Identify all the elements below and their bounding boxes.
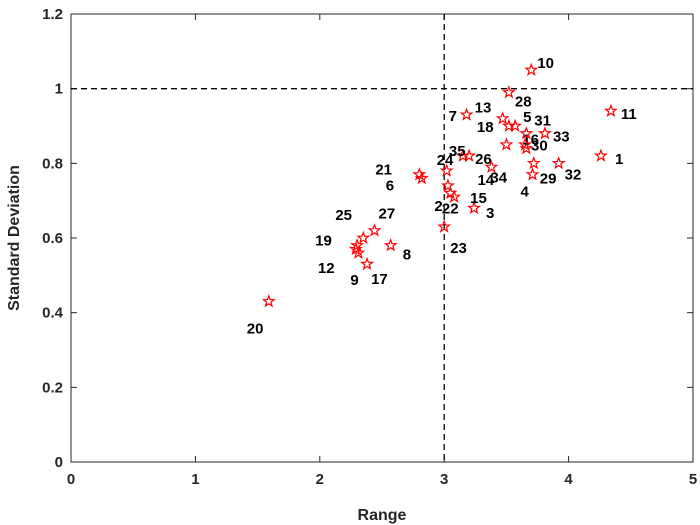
data-point-label: 10 bbox=[537, 55, 554, 72]
data-point bbox=[437, 219, 452, 233]
data-point-label: 21 bbox=[375, 162, 392, 179]
data-point-label: 32 bbox=[565, 166, 582, 183]
data-point-label: 29 bbox=[540, 170, 557, 187]
data-point bbox=[603, 103, 618, 118]
data-point-label: 7 bbox=[449, 108, 457, 125]
data-point-label: 20 bbox=[247, 320, 264, 337]
data-point bbox=[350, 238, 365, 252]
data-point bbox=[537, 126, 552, 140]
y-axis-label: Standard Deviation bbox=[6, 165, 23, 311]
y-tick-label: 0 bbox=[55, 454, 63, 471]
data-point-label: 15 bbox=[470, 190, 487, 207]
data-point bbox=[551, 155, 566, 170]
data-point-label: 3 bbox=[486, 205, 494, 222]
data-point bbox=[447, 189, 462, 203]
y-tick-label: 0.4 bbox=[42, 305, 64, 322]
data-point bbox=[412, 167, 427, 181]
data-point bbox=[360, 256, 375, 271]
data-point-label: 1 bbox=[615, 151, 623, 168]
data-point-label: 25 bbox=[335, 207, 352, 224]
data-point-label: 11 bbox=[621, 106, 637, 123]
data-point-label: 6 bbox=[386, 177, 394, 194]
x-tick-label: 1 bbox=[191, 471, 199, 488]
data-point bbox=[459, 107, 474, 121]
data-point bbox=[484, 159, 499, 174]
y-tick-label: 1.2 bbox=[42, 6, 63, 23]
data-point-label: 4 bbox=[521, 184, 530, 201]
y-tick-label: 1 bbox=[55, 81, 63, 98]
x-tick-label: 5 bbox=[689, 471, 697, 488]
plot-area: 0 1 2 3 4 500.20.40.60.811.212 345678910111213… bbox=[42, 6, 697, 488]
data-point bbox=[440, 178, 455, 192]
data-point-label: 12 bbox=[318, 260, 335, 277]
data-point-label: 9 bbox=[350, 272, 358, 289]
data-point-label: 27 bbox=[379, 206, 396, 223]
data-point bbox=[518, 137, 533, 151]
data-point-label: 24 bbox=[437, 152, 454, 169]
data-point bbox=[501, 85, 516, 99]
data-point bbox=[439, 163, 454, 177]
data-point-label: 19 bbox=[315, 232, 332, 249]
data-point-label: 26 bbox=[475, 151, 492, 168]
data-point-label: 5 bbox=[523, 109, 531, 126]
data-point bbox=[455, 148, 470, 162]
data-point-label: 2 bbox=[434, 198, 442, 215]
x-tick-label: 4 bbox=[564, 471, 573, 488]
y-tick-label: 0.2 bbox=[42, 379, 63, 396]
x-tick-label: 3 bbox=[440, 471, 448, 488]
y-tick-label: 0.6 bbox=[42, 230, 63, 247]
data-point bbox=[499, 137, 514, 151]
data-point-label: 33 bbox=[553, 128, 570, 145]
data-point-label: 34 bbox=[490, 170, 507, 187]
data-point bbox=[414, 170, 429, 185]
data-point bbox=[495, 111, 510, 125]
data-point bbox=[467, 200, 482, 215]
x-tick-label: 2 bbox=[316, 471, 324, 488]
data-point-label: 31 bbox=[534, 112, 551, 129]
data-point-label: 13 bbox=[475, 100, 492, 117]
data-point-label: 14 bbox=[477, 172, 494, 189]
y-tick-label: 0.8 bbox=[42, 155, 63, 172]
data-point bbox=[367, 223, 382, 237]
data-point-label: 18 bbox=[477, 119, 494, 136]
data-point-label: 23 bbox=[450, 240, 467, 257]
data-point bbox=[351, 245, 366, 259]
data-point bbox=[525, 167, 540, 181]
data-point bbox=[356, 230, 371, 244]
x-tick-label: 0 bbox=[67, 471, 75, 488]
data-point-label: 35 bbox=[449, 143, 466, 160]
data-point bbox=[593, 148, 608, 162]
data-point bbox=[261, 294, 276, 308]
data-point bbox=[501, 118, 516, 132]
data-point-label: 30 bbox=[531, 138, 548, 155]
data-point bbox=[383, 238, 398, 252]
data-point-label: 28 bbox=[515, 93, 532, 110]
data-point-label: 17 bbox=[371, 271, 388, 288]
data-point-label: 8 bbox=[403, 246, 411, 263]
data-point bbox=[519, 126, 534, 140]
x-axis-label: Range bbox=[358, 507, 407, 524]
data-point bbox=[524, 62, 539, 76]
data-point bbox=[526, 155, 541, 170]
data-point-label: 22 bbox=[442, 201, 459, 218]
